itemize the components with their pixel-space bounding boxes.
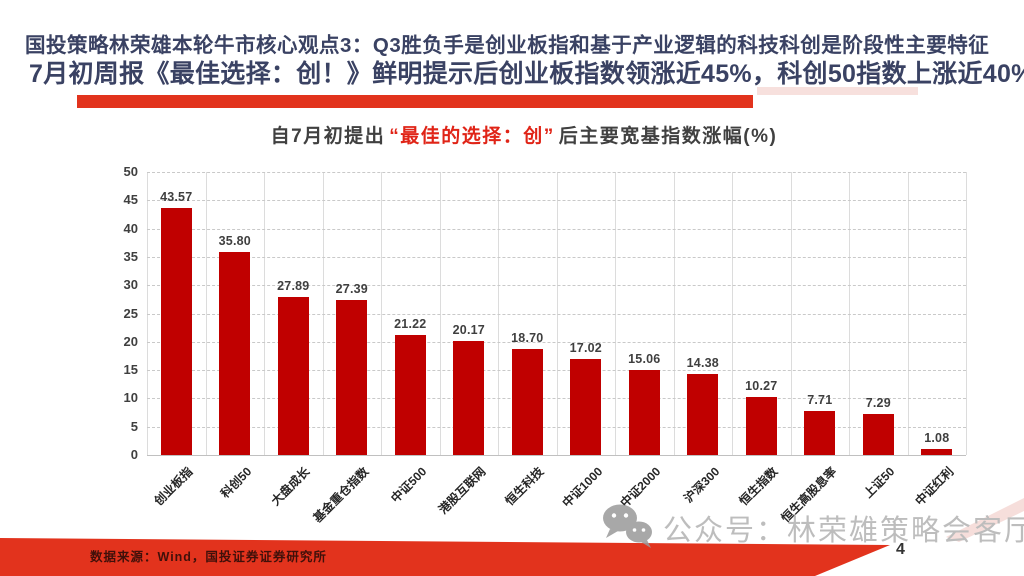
y-axis-tick-label: 30 <box>123 277 138 293</box>
watermark: 公众号：林荣雄策略会客厅 <box>601 503 1024 554</box>
header-underline-pink-stripe <box>757 87 918 95</box>
bar-沪深300 <box>687 373 719 455</box>
bar-value-label: 15.06 <box>628 351 661 366</box>
bar-value-label: 20.17 <box>452 322 485 337</box>
footer-red-band <box>0 538 890 576</box>
y-axis-tick-label: 45 <box>123 192 138 208</box>
bar-value-label: 7.71 <box>807 393 833 408</box>
y-axis-tick-label: 50 <box>123 164 138 179</box>
chart-title-highlight: “最佳的选择：创” <box>389 126 555 147</box>
y-axis-tick-label: 40 <box>123 220 138 236</box>
bar-value-label: 35.80 <box>218 234 251 249</box>
y-axis-tick-label: 15 <box>123 362 138 378</box>
bar-value-label: 17.02 <box>569 340 602 355</box>
footer-decoration <box>0 498 1024 576</box>
vertical-gridline <box>966 172 967 455</box>
bar-value-label: 21.22 <box>394 316 427 331</box>
bar-value-label: 27.89 <box>277 279 310 294</box>
y-axis-tick-label: 35 <box>123 248 138 264</box>
x-axis-baseline <box>147 455 966 456</box>
bar-value-label: 10.27 <box>745 378 778 393</box>
bar-中证1000 <box>570 358 602 455</box>
bar-中证红利 <box>921 448 953 455</box>
bar-恒生指数 <box>745 396 777 455</box>
bar-value-label: 43.57 <box>160 190 193 205</box>
horizontal-gridline <box>147 172 966 173</box>
chart-title-prefix: 自7月初提出 <box>270 126 386 147</box>
chart-title: 自7月初提出 “最佳的选择：创” 后主要宽基指数涨幅(%) <box>0 121 1024 148</box>
bar-中证2000 <box>628 369 660 455</box>
bar-value-label: 7.29 <box>865 395 891 410</box>
header-line-1: 国投策略林荣雄本轮牛市核心观点3：Q3胜负手是创业板指和基于产业逻辑的科技科创是… <box>25 34 990 57</box>
footer-pink-stripe <box>946 498 1024 542</box>
watermark-text: 公众号：林荣雄策略会客厅 <box>663 515 1024 547</box>
data-source-text: 数据来源：Wind，国投证券证券研究所 <box>90 550 327 564</box>
header-underline-bar <box>77 95 753 108</box>
bar-上证50 <box>862 413 894 455</box>
bar-大盘成长 <box>277 297 309 455</box>
horizontal-gridline <box>147 285 966 287</box>
horizontal-gridline <box>147 341 966 343</box>
bar-value-label: 14.38 <box>686 355 719 370</box>
y-axis-tick-label: 10 <box>123 390 138 406</box>
horizontal-gridline <box>147 228 966 230</box>
bar-chart-plot-area: 0 5 10 15 20 25 30 35 40 45 50 43.57 创业板指 35.80 科创50 27… <box>124 164 967 525</box>
bar-value-label: 27.39 <box>335 282 368 296</box>
bar-基金重仓指数 <box>336 300 368 455</box>
bar-港股互联网 <box>453 340 485 455</box>
y-axis-tick-label: 25 <box>123 305 138 321</box>
horizontal-gridline <box>147 426 966 428</box>
wechat-icon <box>601 503 655 554</box>
y-axis-tick-label: 5 <box>130 418 138 434</box>
bar-中证500 <box>394 334 426 455</box>
horizontal-gridline <box>147 398 966 400</box>
horizontal-gridline <box>147 313 966 315</box>
horizontal-gridline <box>147 370 966 372</box>
y-axis-tick-label: 20 <box>123 333 138 349</box>
horizontal-gridline <box>147 200 966 202</box>
chart-title-suffix: 后主要宽基指数涨幅(%) <box>558 126 778 147</box>
header-line-2: 7月初周报《最佳选择：创！》鲜明提示后创业板指数领涨近45%，科创50指数上涨近… <box>29 60 1024 88</box>
bar-恒生高股息率 <box>804 411 836 455</box>
bar-科创50 <box>219 252 251 455</box>
bar-恒生科技 <box>511 349 543 455</box>
bar-创业板指 <box>160 208 192 455</box>
bar-value-label: 1.08 <box>924 430 950 445</box>
page-number: 4 <box>896 541 905 558</box>
y-axis-tick-label: 0 <box>130 447 138 462</box>
horizontal-gridline <box>147 256 966 258</box>
bar-value-label: 18.70 <box>511 331 544 346</box>
